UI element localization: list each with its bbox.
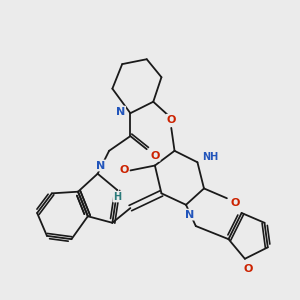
Text: O: O [150,151,160,161]
Text: NH: NH [202,152,219,162]
Text: N: N [116,106,125,117]
Text: N: N [184,210,194,220]
Text: O: O [167,115,176,125]
Text: H: H [113,192,121,202]
Text: O: O [244,264,253,274]
Text: N: N [96,160,106,170]
Text: O: O [230,198,240,208]
Text: O: O [119,165,128,176]
